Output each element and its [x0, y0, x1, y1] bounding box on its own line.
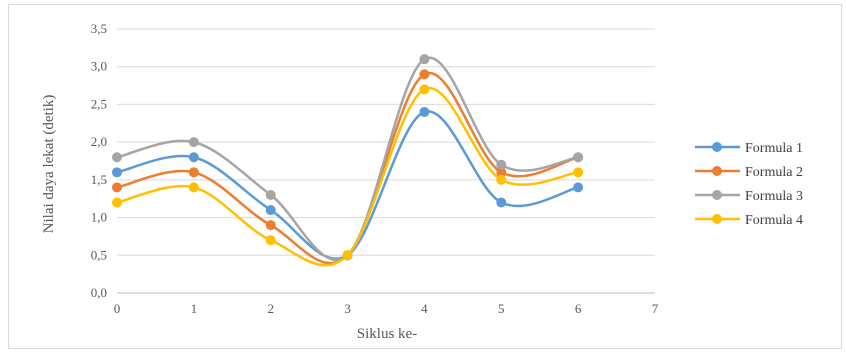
y-tick-label: 0,0	[91, 285, 107, 300]
legend-marker-formula-1	[712, 142, 722, 152]
y-axis-ticks: 0,0 0,5 1,0 1,5 2,0 2,5 3,0 3,5	[91, 21, 107, 300]
data-point-formula-1	[265, 205, 276, 216]
x-tick-label: 2	[267, 301, 274, 316]
x-axis-ticks: 0 1 2 3 4 5 6 7	[114, 301, 659, 316]
x-tick-label: 4	[421, 301, 428, 316]
y-tick-label: 3,5	[91, 21, 107, 36]
x-tick-label: 6	[575, 301, 582, 316]
y-tick-label: 0,5	[91, 247, 107, 262]
data-point-formula-4	[342, 250, 353, 261]
y-axis-title: Nilai daya lekat (detik)	[41, 95, 57, 234]
legend-marker-formula-3	[712, 190, 722, 200]
data-point-formula-4	[573, 167, 584, 178]
x-tick-label: 1	[191, 301, 198, 316]
data-point-formula-1	[188, 152, 199, 163]
data-point-formula-4	[112, 197, 122, 208]
data-point-formula-4	[265, 235, 276, 246]
legend-label-formula-3: Formula 3	[745, 189, 803, 204]
data-point-formula-1	[419, 106, 430, 117]
data-point-formula-3	[573, 152, 584, 163]
series-lines	[116, 56, 579, 267]
data-point-formula-2	[265, 220, 276, 231]
series-points	[112, 54, 584, 261]
data-point-formula-4	[188, 182, 199, 193]
data-point-formula-3	[419, 54, 430, 65]
data-point-formula-2	[419, 69, 430, 80]
data-point-formula-1	[573, 182, 584, 193]
series-line-formula-4	[116, 86, 579, 267]
series-line-formula-3	[116, 56, 579, 262]
data-point-formula-2	[496, 167, 507, 178]
data-point-formula-1	[112, 167, 122, 178]
legend-marker-formula-2	[712, 166, 722, 176]
x-axis-title: Siklus ke-	[357, 326, 417, 342]
y-tick-label: 2,0	[91, 134, 107, 149]
legend: Formula 1 Formula 2 Formula 3 Formula 4	[695, 141, 803, 228]
legend-marker-formula-4	[712, 214, 722, 224]
data-point-formula-2	[112, 182, 122, 193]
data-point-formula-4	[496, 174, 507, 185]
x-tick-label: 5	[498, 301, 505, 316]
y-tick-label: 1,5	[91, 172, 107, 187]
y-tick-label: 3,0	[91, 59, 107, 74]
legend-label-formula-2: Formula 2	[745, 165, 803, 180]
y-tick-label: 2,5	[91, 96, 107, 111]
data-point-formula-3	[496, 159, 507, 170]
data-point-formula-4	[419, 84, 430, 95]
gridlines	[117, 28, 655, 294]
y-tick-label: 1,0	[91, 210, 107, 225]
data-point-formula-1	[496, 197, 507, 208]
data-point-formula-2	[188, 167, 199, 178]
legend-label-formula-4: Formula 4	[745, 213, 803, 228]
x-tick-label: 3	[344, 301, 351, 316]
data-point-formula-3	[265, 189, 276, 200]
x-tick-label: 0	[114, 301, 121, 316]
x-tick-label: 7	[652, 301, 659, 316]
data-point-formula-3	[112, 152, 122, 163]
data-point-formula-3	[188, 137, 199, 148]
legend-label-formula-1: Formula 1	[745, 141, 803, 156]
